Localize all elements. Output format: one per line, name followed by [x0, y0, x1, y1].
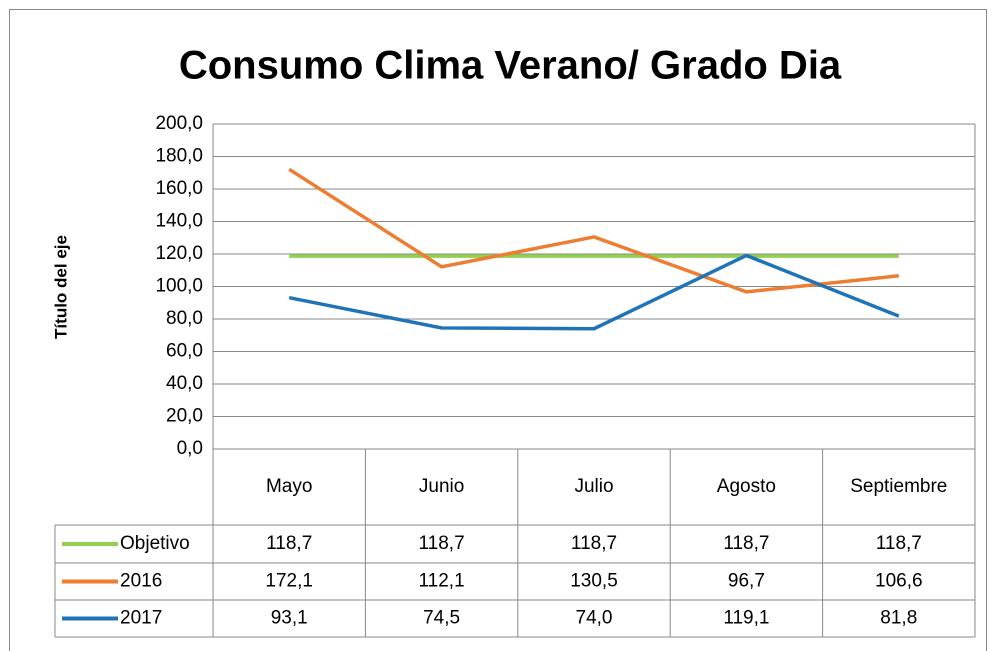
- y-tick-label: 40,0: [166, 373, 203, 394]
- x-tick-label: Julio: [574, 476, 614, 497]
- data-label: 81,8: [880, 608, 917, 629]
- data-label: 96,7: [728, 571, 765, 592]
- y-tick-label: 0,0: [177, 438, 203, 459]
- data-label: 118,7: [266, 533, 312, 554]
- x-tick-label: Septiembre: [850, 476, 948, 497]
- legend-label: 2016: [120, 571, 162, 592]
- x-tick-label-box: Septiembre: [850, 476, 948, 497]
- y-tick-label: 140,0: [155, 211, 203, 232]
- data-label: 112,1: [419, 571, 465, 592]
- data-label: 74,5: [423, 608, 460, 629]
- data-label: 93,1: [271, 608, 308, 629]
- x-tick-label: Junio: [418, 476, 465, 497]
- y-tick-label: 200,0: [155, 113, 203, 134]
- data-label: 130,5: [570, 571, 618, 592]
- data-label: 106,6: [875, 571, 923, 592]
- y-tick-label: 20,0: [166, 406, 203, 427]
- x-tick-label: Mayo: [265, 476, 313, 497]
- data-label: 74,0: [576, 608, 613, 629]
- data-label: 118,7: [571, 533, 617, 554]
- x-tick-label-box: Julio: [574, 476, 614, 497]
- y-tick-label: 60,0: [166, 341, 203, 362]
- data-label: 172,1: [265, 571, 313, 592]
- x-tick-label-box: Mayo: [265, 476, 313, 497]
- y-tick-label: 80,0: [166, 308, 203, 329]
- y-tick-label: 120,0: [155, 243, 203, 264]
- data-label: 118,7: [723, 533, 769, 554]
- data-label: 118,7: [419, 533, 465, 554]
- y-axis-title: Título del eje: [51, 235, 70, 339]
- x-tick-label-box: Agosto: [716, 476, 776, 497]
- chart-border: [9, 9, 987, 651]
- legend-label: 2017: [120, 608, 162, 629]
- chart-title: Consumo Clima Verano/ Grado Dia: [179, 44, 842, 88]
- y-tick-label: 180,0: [155, 146, 203, 167]
- y-tick-label: 160,0: [155, 178, 203, 199]
- legend-label: Objetivo: [120, 533, 190, 554]
- data-label: 118,7: [876, 533, 922, 554]
- series-line: [288, 253, 900, 331]
- x-tick-label-box: Junio: [418, 476, 465, 497]
- series-line: [288, 167, 899, 294]
- data-label: 119,1: [723, 608, 769, 629]
- x-tick-label: Agosto: [716, 476, 776, 497]
- y-tick-label: 100,0: [155, 276, 203, 297]
